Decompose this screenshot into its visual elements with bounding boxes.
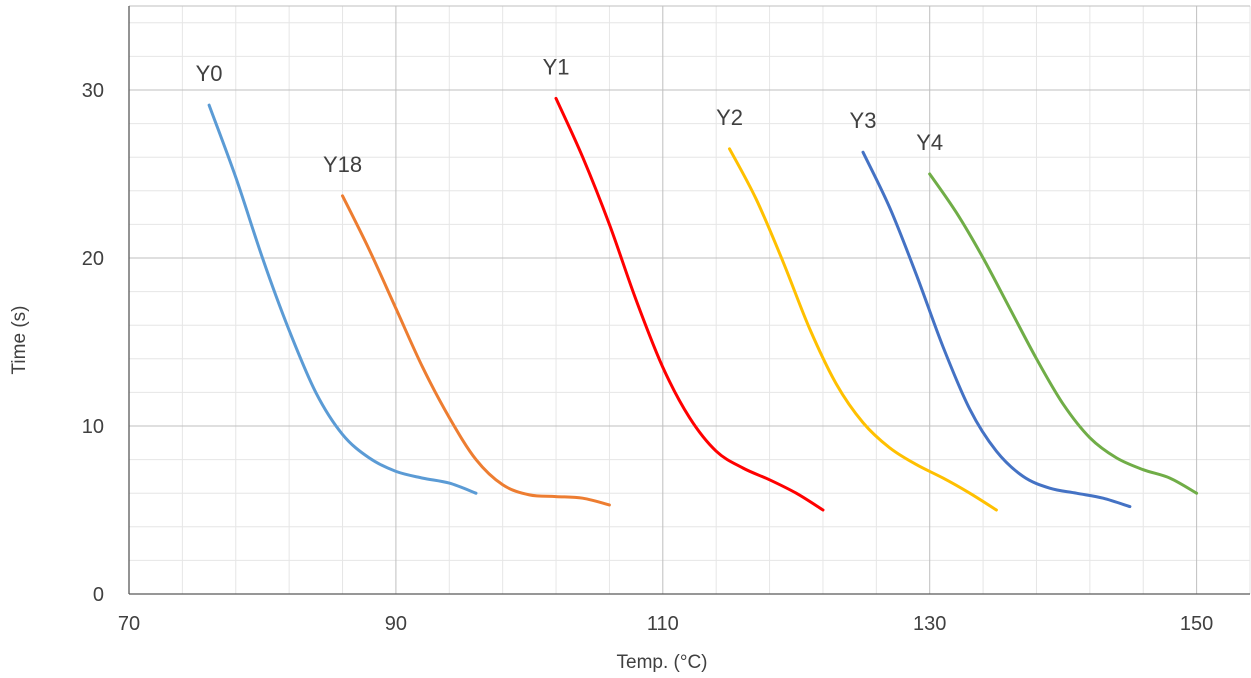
series-line-y18 [341,194,611,507]
minor-gridlines [129,6,1251,594]
series-labels: Y0 Y18 Y1 Y2 Y3 Y4 [196,54,944,176]
series-lines [207,96,1199,512]
series-label-y3: Y3 [850,108,877,133]
series-label-y0: Y0 [196,61,223,86]
x-axis-title: Temp. (°C) [617,652,708,673]
series-line-y4 [928,172,1199,495]
series-label-y1: Y1 [543,54,570,79]
axes [128,6,1250,595]
x-tick-label: 150 [1180,613,1213,635]
series-label-y18: Y18 [323,152,362,177]
y-tick-label: 10 [82,416,104,438]
major-gridlines [129,5,1250,594]
series-line-y1 [554,96,825,512]
x-tick-label: 130 [913,613,946,635]
y-tick-label: 20 [82,248,104,270]
y-axis-title: Time (s) [9,306,30,375]
series-line-y2 [728,147,998,512]
tick-labels: 70 90 110 130 150 0 10 20 30 [82,80,1214,635]
series-label-y4: Y4 [916,130,943,155]
x-tick-label: 110 [647,613,679,635]
y-tick-label: 30 [82,80,104,102]
series-line-y0 [207,103,478,495]
series-label-y2: Y2 [716,105,743,130]
x-tick-label: 70 [118,613,140,635]
y-tick-label: 0 [93,584,104,606]
x-tick-label: 90 [385,613,407,635]
series-line-y3 [861,150,1132,509]
